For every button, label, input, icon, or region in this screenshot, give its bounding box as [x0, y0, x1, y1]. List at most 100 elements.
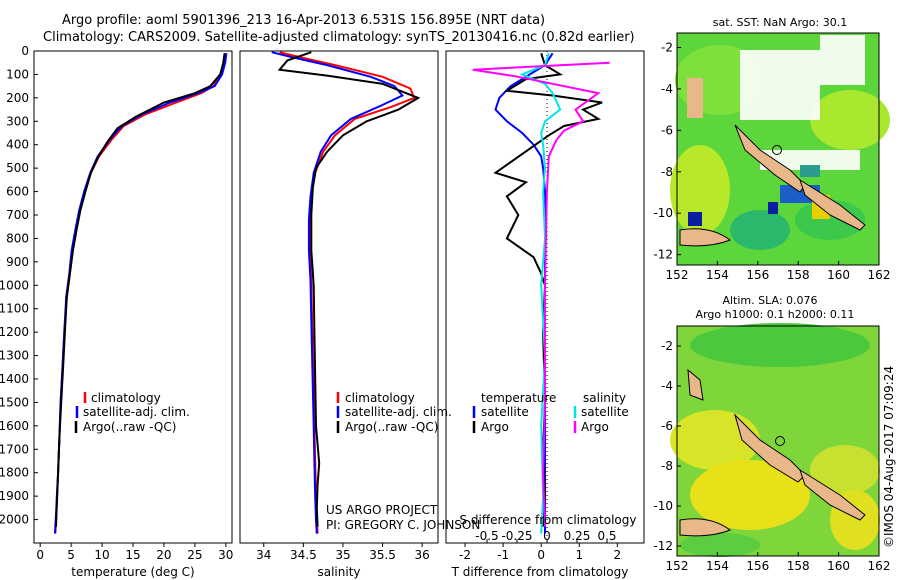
- map-y-tick-label: -8: [661, 459, 673, 473]
- map-y-tick-label: -10: [653, 206, 673, 220]
- y-tick-label: 2000: [0, 513, 29, 527]
- map-y-tick-label: -10: [653, 499, 673, 513]
- sla-map-field: [670, 323, 880, 557]
- map-x-tick-label: 152: [666, 559, 689, 573]
- series-satellite-adj-clim-: [271, 51, 405, 534]
- y-tick-label: 1600: [0, 419, 29, 433]
- legend-t-sat-label: satellite: [481, 405, 529, 419]
- map-x-tick-label: 154: [706, 559, 729, 573]
- x-tick-label: 30: [218, 548, 233, 562]
- credit-project: US ARGO PROJECT: [326, 503, 438, 517]
- temperature-series: [54, 53, 228, 534]
- legend-s-argo-label: Argo(..raw -QC): [345, 420, 438, 434]
- difference-legend: temperature salinity satellite Argo sate…: [472, 391, 629, 434]
- y-tick-label: 600: [6, 185, 29, 199]
- x-tick-label: 1: [575, 548, 583, 562]
- legend-climatology-label: climatology: [91, 391, 161, 405]
- map-x-tick-label: 154: [706, 268, 729, 282]
- y-tick-label: 400: [6, 138, 29, 152]
- temperature-axis: 0 5 10 15 20 25 30: [36, 543, 233, 562]
- sla-map-title: Altim. SLA: 0.076: [722, 294, 817, 307]
- legend-argo-label: Argo(..raw -QC): [83, 420, 176, 434]
- temperature-axes-frame: [33, 50, 233, 544]
- s-tick-label: 0.5: [597, 529, 616, 543]
- imos-stamp: ©IMOS 04-Aug-2017 07:09:24: [882, 366, 896, 548]
- salinity-axis: 34 34.5 35 35.5 36: [256, 543, 430, 562]
- map-y-tick-label: -2: [661, 339, 673, 353]
- salinity-xlabel: salinity: [317, 565, 360, 579]
- y-tick-label: 700: [6, 208, 29, 222]
- x-tick-label: 10: [94, 548, 109, 562]
- map-x-tick-label: 156: [746, 268, 769, 282]
- map-x-tick-label: 162: [868, 268, 891, 282]
- x-tick-label: 34: [256, 548, 271, 562]
- salinity-legend: climatology satellite-adj. clim. Argo(..…: [336, 391, 452, 434]
- header-line1: Argo profile: aoml 5901396_213 16-Apr-20…: [62, 13, 545, 28]
- legend-s-climatology-label: climatology: [345, 391, 415, 405]
- s-tick-label: 0.25: [564, 529, 591, 543]
- legend-satellite-label: satellite-adj. clim.: [83, 405, 190, 419]
- map-y-tick-label: -4: [661, 82, 673, 96]
- s-tick-label: -0.5: [475, 529, 498, 543]
- temperature-panel: 0100200300400500600700800900100011001200…: [0, 44, 233, 579]
- series-s-argo: [472, 61, 610, 527]
- sla-map-title2: Argo h1000: 0.1 h2000: 0.11: [696, 308, 855, 321]
- sst-argo-marker: [772, 145, 782, 155]
- y-tick-label: 1100: [0, 302, 29, 316]
- y-tick-label: 1900: [0, 489, 29, 503]
- sst-map-axes: 152 154 156 158 160 162 -2 -4 -6 -8 -10 -12: [653, 41, 890, 283]
- header-line2: Climatology: CARS2009. Satellite-adjuste…: [43, 30, 635, 45]
- map-x-tick-label: 156: [746, 559, 769, 573]
- x-tick-label: 15: [125, 548, 140, 562]
- map-y-tick-label: -8: [661, 165, 673, 179]
- s-tick-label: -0.25: [501, 529, 532, 543]
- map-x-tick-label: 160: [827, 268, 850, 282]
- series-climatology: [279, 51, 416, 534]
- x-tick-label: 2: [614, 548, 622, 562]
- temperature-legend: climatology satellite-adj. clim. Argo(..…: [74, 391, 190, 434]
- x-tick-label: 35.5: [369, 548, 396, 562]
- y-tick-label: 1700: [0, 442, 29, 456]
- map-y-tick-label: -12: [653, 539, 673, 553]
- y-tick-label: 500: [6, 161, 29, 175]
- y-tick-label: 0: [21, 44, 29, 58]
- y-tick-label: 800: [6, 231, 29, 245]
- y-tick-label: 1300: [0, 349, 29, 363]
- credit-pi: PI: GREGORY C. JOHNSON: [326, 518, 480, 532]
- x-tick-label: 5: [67, 548, 75, 562]
- sst-map-field: [670, 33, 890, 265]
- x-tick-label: 0: [36, 548, 44, 562]
- x-tick-label: -1: [497, 548, 509, 562]
- map-x-tick-label: 158: [787, 268, 810, 282]
- t-difference-axis: -2 -1 0 1 2: [459, 543, 621, 562]
- t-difference-xlabel: T difference from climatology: [451, 565, 629, 579]
- map-y-tick-label: -12: [653, 248, 673, 262]
- series-argo-raw-qc-: [55, 53, 226, 527]
- sla-map-frame: [676, 325, 880, 557]
- s-difference-axis: -0.5 -0.25 0 0.25 0.5: [475, 529, 617, 543]
- map-x-tick-label: 158: [787, 559, 810, 573]
- sla-map-axes: 152 154 156 158 160 162 -2 -4 -6 -8 -10 -12: [653, 339, 890, 573]
- sst-map-title: sat. SST: NaN Argo: 30.1: [713, 16, 847, 29]
- map-y-tick-label: -4: [661, 379, 673, 393]
- series-satellite-adj-clim-: [54, 53, 228, 534]
- y-tick-label: 300: [6, 114, 29, 128]
- salinity-series: [271, 51, 421, 534]
- x-tick-label: -2: [459, 548, 471, 562]
- difference-series: [472, 52, 610, 534]
- x-tick-label: 36: [415, 548, 430, 562]
- legend-salinity-title: salinity: [583, 391, 626, 405]
- y-tick-label: 200: [6, 91, 29, 105]
- sst-map-frame: [676, 32, 880, 266]
- sla-argo-marker: [775, 436, 785, 446]
- difference-panel: -2 -1 0 1 2 -0.5 -0.25 0 0.25 0.5 S difference f…: [445, 50, 645, 579]
- y-tick-label: 100: [6, 67, 29, 81]
- legend-s-argo-label: Argo: [581, 420, 609, 434]
- depth-axis: 0 100 200 300 400 500 600 700 800 900 1000 1100 1200…: [0, 44, 38, 527]
- x-tick-label: 35: [335, 548, 350, 562]
- map-y-tick-label: -6: [661, 419, 673, 433]
- legend-s-satellite-label: satellite-adj. clim.: [345, 405, 452, 419]
- salinity-panel: 34 34.5 35 35.5 36 salinity climatology sate…: [239, 50, 480, 579]
- sst-map-panel: sat. SST: NaN Argo: 30.1 152 154 156 158 160…: [653, 16, 890, 282]
- x-tick-label: 34.5: [290, 548, 317, 562]
